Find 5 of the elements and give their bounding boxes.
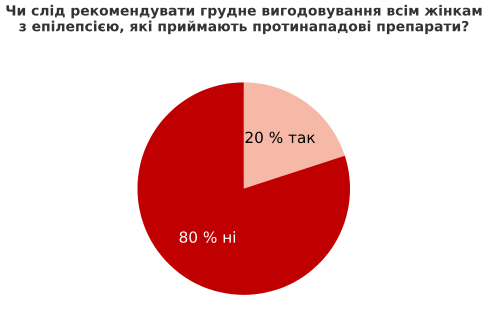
pie-slice — [244, 82, 345, 189]
pie-slice — [137, 82, 350, 295]
slice-label: 80 % ні — [180, 231, 236, 243]
slice-label: 20 % так — [246, 132, 316, 144]
chart-title: Чи слід рекомендувати грудне вигодовування всім жінкам з епілепсією, які приймають протинападові препарати? — [6, 4, 482, 34]
